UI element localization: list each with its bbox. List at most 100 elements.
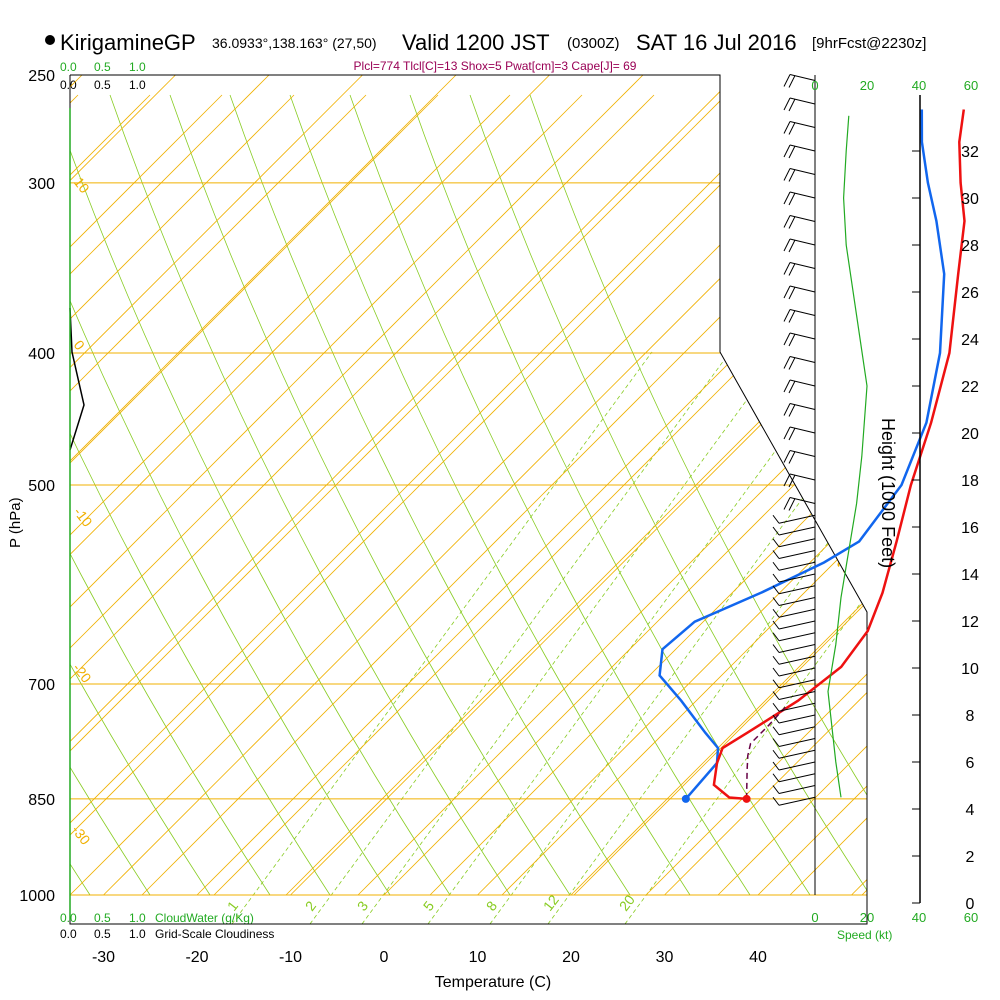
bottom-legend: 0.0 0.5 1.0 CloudWater (g/Kg) 0.0 0.5 1.… <box>60 911 274 941</box>
wind-barb-staff <box>778 561 816 571</box>
dry-adiabat-line <box>717 94 867 896</box>
height-tick-label: 16 <box>961 520 979 537</box>
indices-line: Plcl=774 Tlcl[C]=13 Shox=5 Pwat[cm]=3 Ca… <box>354 59 637 73</box>
bottom-cloudwater-tick: 0.0 <box>60 911 77 925</box>
dry-adiabat-line <box>70 94 367 896</box>
wind-barb-flag <box>772 702 780 712</box>
wind-barb-staff <box>789 191 816 199</box>
wind-barb-flag <box>783 215 791 228</box>
wind-barb-flag <box>788 169 796 182</box>
wind-barb-staff <box>778 691 816 700</box>
height-tick-label: 18 <box>961 473 979 490</box>
wind-barb-flag <box>772 726 780 736</box>
wind-barb-flag <box>772 585 780 595</box>
top-cloudiness-tick: 0.5 <box>94 78 111 92</box>
dry-adiabat-line <box>70 94 511 896</box>
temperature-tick-label: 20 <box>562 949 580 966</box>
wind-barb-flag <box>788 98 796 112</box>
dry-adiabat-line <box>0 95 6 895</box>
speed-tick-label-bottom: 40 <box>912 910 926 925</box>
wind-barb-staff <box>789 97 816 105</box>
top-cloudwater-tick: 0.0 <box>60 60 77 74</box>
parcel-profile <box>745 704 788 799</box>
height-tick-label: 28 <box>961 238 979 255</box>
wind-barb-staff <box>789 144 816 152</box>
wind-barb-flag <box>788 380 796 394</box>
station-name: KirigamineGP <box>60 30 196 55</box>
wind-barb-flag <box>783 238 791 252</box>
wind-barb-flag <box>772 761 780 771</box>
wind-barb-flag <box>772 561 780 571</box>
wind-barb-staff <box>778 585 816 595</box>
wind-barb-flag <box>788 239 796 253</box>
mixing-ratio-line <box>361 351 783 924</box>
wind-barb-staff <box>789 356 816 363</box>
wind-barb-staff <box>789 450 816 457</box>
height-tick-label: 30 <box>961 191 979 208</box>
wind-barb-flag <box>772 526 780 536</box>
surface-temperature-marker <box>742 794 751 803</box>
moist-adiabat-line <box>229 94 631 896</box>
moist-adiabat-line <box>529 94 867 896</box>
bottom-cloudwater-tick: 0.5 <box>94 911 111 925</box>
wind-barb-staff <box>789 238 816 246</box>
dry-adiabat-line <box>645 94 867 896</box>
wind-barb-staff <box>789 262 816 269</box>
wind-barb-flag <box>772 749 780 759</box>
pressure-tick-label: 500 <box>28 478 55 495</box>
temperature-tick-label: -20 <box>185 949 208 966</box>
moist-adiabat-line <box>0 95 30 895</box>
wind-barb-staff <box>778 526 816 536</box>
dry-adiabat-label: -20 <box>70 660 95 686</box>
wind-barb-staff <box>778 714 816 724</box>
dry-adiabat-line <box>70 94 295 896</box>
speed-tick-label-top: 60 <box>964 78 978 93</box>
wind-barb-staff <box>778 550 816 559</box>
profiles <box>658 109 966 803</box>
wind-barb-staff <box>789 215 816 222</box>
wind-barb-flag <box>772 714 780 724</box>
height-tick-label: 0 <box>966 896 975 913</box>
wind-barb-flag <box>772 796 780 806</box>
cloudwater-label: CloudWater (g/Kg) <box>155 911 254 925</box>
moist-adiabat-line <box>409 94 811 896</box>
pressure-tick-label: 300 <box>28 176 55 193</box>
isotherm-line <box>70 75 457 896</box>
isotherm-line <box>570 75 867 896</box>
mixing-ratio-line <box>231 351 653 924</box>
pressure-tick-label: 1000 <box>19 888 55 905</box>
wind-barb-flag <box>772 655 780 665</box>
speed-tick-label-bottom: 20 <box>860 910 874 925</box>
moist-adiabat-line <box>70 94 451 896</box>
temperature-tick-label: 40 <box>749 949 767 966</box>
wind-barb-staff <box>778 573 816 583</box>
wind-barb-flag <box>783 168 791 181</box>
dewpoint-profile <box>658 109 946 800</box>
wind-barb-flag <box>783 450 791 463</box>
wind-barb-flag <box>772 608 780 618</box>
valid-time: Valid 1200 JST <box>402 30 550 55</box>
isotherm-line <box>477 75 867 896</box>
wind-barb-staff <box>778 620 816 630</box>
wind-barb-staff <box>778 726 816 736</box>
wind-barb-flag <box>783 497 791 510</box>
y-axis-label: P (hPa) <box>7 497 24 548</box>
wind-barb-flag <box>783 144 791 158</box>
wind-barb-flag <box>788 75 796 88</box>
wind-speed-line <box>827 115 868 798</box>
wind-barb-flag <box>788 263 796 276</box>
height-tick-label: 26 <box>961 285 979 302</box>
wind-barb-flag <box>788 357 796 370</box>
station-marker-icon <box>45 35 55 45</box>
wind-barb-staff <box>778 679 816 689</box>
wind-barb-staff <box>778 655 816 665</box>
wind-barb-flag <box>788 498 796 511</box>
dry-adiabat-line <box>70 94 867 896</box>
wind-barb-flag <box>783 121 791 134</box>
wind-barb-staff <box>789 379 816 387</box>
wind-barb-flag <box>788 427 796 441</box>
wind-barb-flag <box>788 286 796 300</box>
isotherm-line <box>70 75 270 896</box>
